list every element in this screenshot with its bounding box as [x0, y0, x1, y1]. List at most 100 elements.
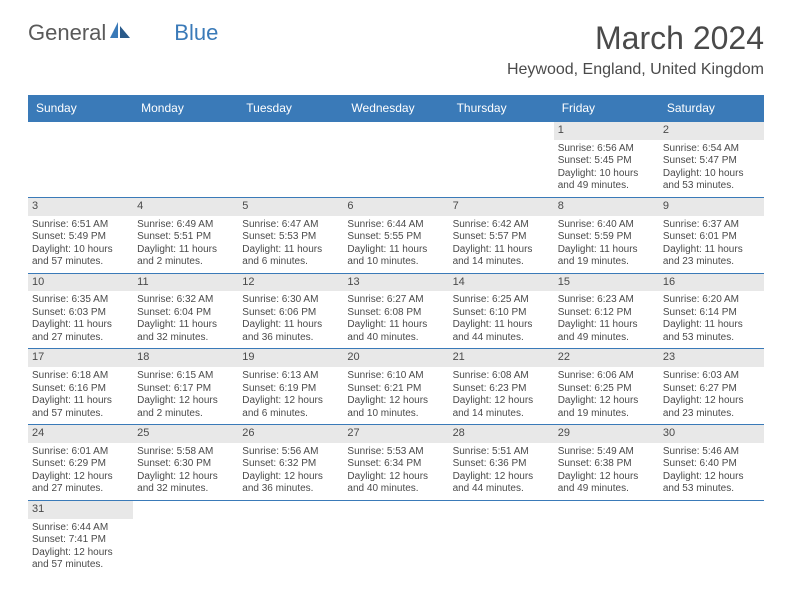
sunset-text: Sunset: 6:03 PM: [32, 307, 129, 320]
day-number: 28: [449, 425, 554, 443]
day-number: 25: [133, 425, 238, 443]
daylight-text: Daylight: 11 hours and 23 minutes.: [663, 244, 760, 269]
calendar-cell: [133, 122, 238, 198]
day-number: 2: [659, 122, 764, 140]
sunset-text: Sunset: 5:45 PM: [558, 155, 655, 168]
page-title: March 2024: [507, 20, 764, 57]
calendar-cell: [554, 500, 659, 575]
sunrise-text: Sunrise: 5:46 AM: [663, 446, 760, 459]
sunrise-text: Sunrise: 6:54 AM: [663, 143, 760, 156]
day-number: 26: [238, 425, 343, 443]
sunrise-text: Sunrise: 6:35 AM: [32, 294, 129, 307]
sunset-text: Sunset: 5:53 PM: [242, 231, 339, 244]
day-header-cell: Sunday: [28, 95, 133, 122]
calendar-table: SundayMondayTuesdayWednesdayThursdayFrid…: [28, 95, 764, 576]
calendar-cell: 13Sunrise: 6:27 AMSunset: 6:08 PMDayligh…: [343, 273, 448, 349]
daylight-text: Daylight: 12 hours and 32 minutes.: [137, 471, 234, 496]
sunrise-text: Sunrise: 6:20 AM: [663, 294, 760, 307]
daylight-text: Daylight: 11 hours and 27 minutes.: [32, 319, 129, 344]
sunset-text: Sunset: 6:06 PM: [242, 307, 339, 320]
sunrise-text: Sunrise: 6:13 AM: [242, 370, 339, 383]
day-number: 10: [28, 274, 133, 292]
calendar-cell: 5Sunrise: 6:47 AMSunset: 5:53 PMDaylight…: [238, 197, 343, 273]
day-number: 31: [28, 501, 133, 519]
calendar-week-row: 10Sunrise: 6:35 AMSunset: 6:03 PMDayligh…: [28, 273, 764, 349]
sunset-text: Sunset: 5:51 PM: [137, 231, 234, 244]
calendar-week-row: 1Sunrise: 6:56 AMSunset: 5:45 PMDaylight…: [28, 122, 764, 198]
day-number: 21: [449, 349, 554, 367]
sunset-text: Sunset: 7:41 PM: [32, 534, 129, 547]
logo-sail-icon: [108, 20, 132, 46]
sunrise-text: Sunrise: 6:25 AM: [453, 294, 550, 307]
calendar-cell: 18Sunrise: 6:15 AMSunset: 6:17 PMDayligh…: [133, 349, 238, 425]
daylight-text: Daylight: 11 hours and 32 minutes.: [137, 319, 234, 344]
day-header-row: SundayMondayTuesdayWednesdayThursdayFrid…: [28, 95, 764, 122]
location-label: Heywood, England, United Kingdom: [507, 61, 764, 79]
calendar-cell: [449, 122, 554, 198]
calendar-cell: 3Sunrise: 6:51 AMSunset: 5:49 PMDaylight…: [28, 197, 133, 273]
day-number: 22: [554, 349, 659, 367]
sunset-text: Sunset: 6:23 PM: [453, 383, 550, 396]
day-number: 11: [133, 274, 238, 292]
day-number: 15: [554, 274, 659, 292]
brand-part2: Blue: [174, 20, 218, 46]
sunset-text: Sunset: 6:21 PM: [347, 383, 444, 396]
daylight-text: Daylight: 12 hours and 19 minutes.: [558, 395, 655, 420]
calendar-cell: 17Sunrise: 6:18 AMSunset: 6:16 PMDayligh…: [28, 349, 133, 425]
daylight-text: Daylight: 11 hours and 19 minutes.: [558, 244, 655, 269]
calendar-cell: 29Sunrise: 5:49 AMSunset: 6:38 PMDayligh…: [554, 425, 659, 501]
calendar-cell: 6Sunrise: 6:44 AMSunset: 5:55 PMDaylight…: [343, 197, 448, 273]
daylight-text: Daylight: 11 hours and 49 minutes.: [558, 319, 655, 344]
calendar-cell: [659, 500, 764, 575]
sunset-text: Sunset: 5:49 PM: [32, 231, 129, 244]
day-number: 29: [554, 425, 659, 443]
daylight-text: Daylight: 12 hours and 53 minutes.: [663, 471, 760, 496]
day-number: 7: [449, 198, 554, 216]
sunrise-text: Sunrise: 5:58 AM: [137, 446, 234, 459]
daylight-text: Daylight: 11 hours and 40 minutes.: [347, 319, 444, 344]
title-block: March 2024 Heywood, England, United King…: [507, 20, 764, 79]
sunset-text: Sunset: 6:12 PM: [558, 307, 655, 320]
day-number: 27: [343, 425, 448, 443]
day-number: 14: [449, 274, 554, 292]
sunset-text: Sunset: 5:57 PM: [453, 231, 550, 244]
day-number: 4: [133, 198, 238, 216]
day-number: 3: [28, 198, 133, 216]
daylight-text: Daylight: 10 hours and 49 minutes.: [558, 168, 655, 193]
calendar-cell: 27Sunrise: 5:53 AMSunset: 6:34 PMDayligh…: [343, 425, 448, 501]
daylight-text: Daylight: 12 hours and 14 minutes.: [453, 395, 550, 420]
day-header-cell: Monday: [133, 95, 238, 122]
day-header-cell: Saturday: [659, 95, 764, 122]
sunrise-text: Sunrise: 6:32 AM: [137, 294, 234, 307]
day-number: 1: [554, 122, 659, 140]
calendar-cell: 2Sunrise: 6:54 AMSunset: 5:47 PMDaylight…: [659, 122, 764, 198]
day-number: 12: [238, 274, 343, 292]
sunrise-text: Sunrise: 6:06 AM: [558, 370, 655, 383]
sunrise-text: Sunrise: 6:27 AM: [347, 294, 444, 307]
calendar-cell: 19Sunrise: 6:13 AMSunset: 6:19 PMDayligh…: [238, 349, 343, 425]
daylight-text: Daylight: 11 hours and 53 minutes.: [663, 319, 760, 344]
sunset-text: Sunset: 6:16 PM: [32, 383, 129, 396]
calendar-cell: 12Sunrise: 6:30 AMSunset: 6:06 PMDayligh…: [238, 273, 343, 349]
sunrise-text: Sunrise: 6:37 AM: [663, 219, 760, 232]
day-number: 18: [133, 349, 238, 367]
sunset-text: Sunset: 6:38 PM: [558, 458, 655, 471]
calendar-cell: 24Sunrise: 6:01 AMSunset: 6:29 PMDayligh…: [28, 425, 133, 501]
calendar-cell: 23Sunrise: 6:03 AMSunset: 6:27 PMDayligh…: [659, 349, 764, 425]
daylight-text: Daylight: 11 hours and 14 minutes.: [453, 244, 550, 269]
sunrise-text: Sunrise: 6:44 AM: [347, 219, 444, 232]
sunset-text: Sunset: 6:25 PM: [558, 383, 655, 396]
calendar-week-row: 3Sunrise: 6:51 AMSunset: 5:49 PMDaylight…: [28, 197, 764, 273]
calendar-cell: [28, 122, 133, 198]
day-number: 16: [659, 274, 764, 292]
calendar-cell: 26Sunrise: 5:56 AMSunset: 6:32 PMDayligh…: [238, 425, 343, 501]
calendar-cell: [449, 500, 554, 575]
calendar-cell: [133, 500, 238, 575]
daylight-text: Daylight: 12 hours and 27 minutes.: [32, 471, 129, 496]
daylight-text: Daylight: 11 hours and 10 minutes.: [347, 244, 444, 269]
sunset-text: Sunset: 6:08 PM: [347, 307, 444, 320]
sunset-text: Sunset: 5:47 PM: [663, 155, 760, 168]
brand-part1: General: [28, 20, 106, 46]
calendar-cell: 21Sunrise: 6:08 AMSunset: 6:23 PMDayligh…: [449, 349, 554, 425]
daylight-text: Daylight: 12 hours and 36 minutes.: [242, 471, 339, 496]
